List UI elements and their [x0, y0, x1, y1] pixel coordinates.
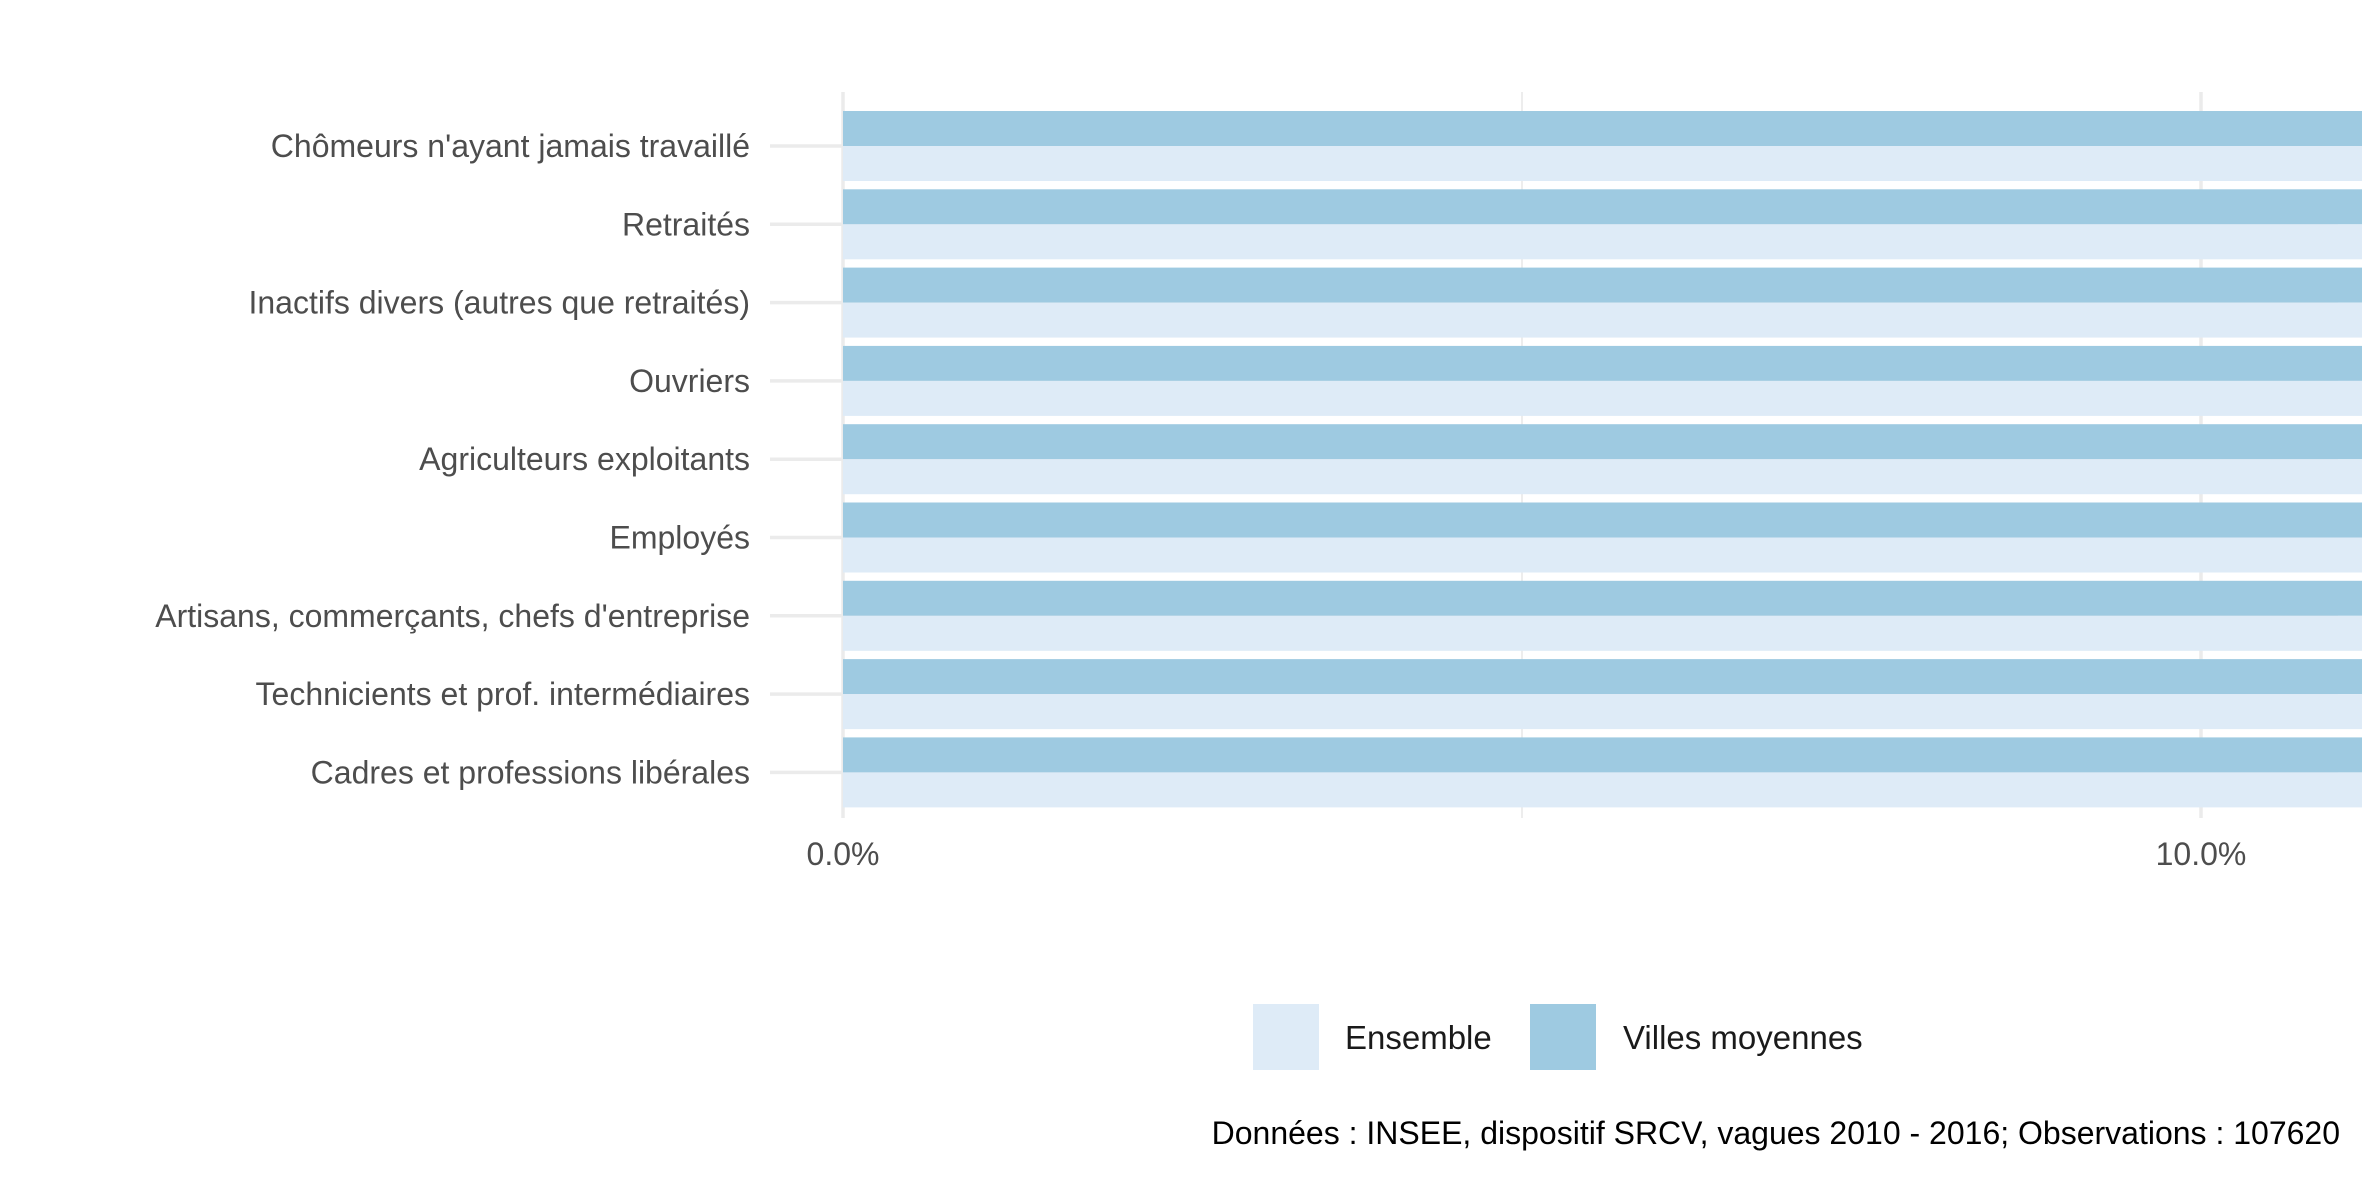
legend-label-villes-moyennes: Villes moyennes: [1623, 1019, 1863, 1056]
bar-villes-moyennes-technicients-et-prof-intermediaires: [843, 659, 2362, 695]
category-label-inactifs-divers-autres-que-retraites: Inactifs divers (autres que retraités): [248, 285, 750, 321]
bar-ensemble-cadres-et-professions-liberales: [843, 772, 2362, 808]
category-label-employes: Employés: [610, 520, 751, 556]
bar-ensemble-artisans-commercants-chefs-d-entreprise: [843, 615, 2362, 651]
bar-villes-moyennes-retraites: [843, 189, 2362, 225]
category-label-agriculteurs-exploitants: Agriculteurs exploitants: [419, 441, 750, 477]
category-label-artisans-commercants-chefs-d-entreprise: Artisans, commerçants, chefs d'entrepris…: [155, 598, 750, 634]
legend-label-ensemble: Ensemble: [1345, 1019, 1492, 1056]
bar-ensemble-ouvriers: [843, 380, 2362, 416]
category-label-chomeurs-n-ayant-jamais-travaille: Chômeurs n'ayant jamais travaillé: [271, 128, 750, 164]
bar-ensemble-technicients-et-prof-intermediaires: [843, 694, 2362, 730]
category-labels: Chômeurs n'ayant jamais travaillé Retrait…: [155, 128, 750, 790]
category-label-ouvriers: Ouvriers: [629, 363, 750, 399]
category-label-cadres-et-professions-liberales: Cadres et professions libérales: [311, 754, 750, 790]
category-label-retraites: Retraités: [622, 206, 750, 242]
x-tick-label-0: 0.0%: [807, 836, 880, 872]
bar-villes-moyennes-ouvriers: [843, 345, 2362, 381]
bar-ensemble-agriculteurs-exploitants: [843, 459, 2362, 495]
legend-swatch-villes-moyennes: [1530, 1004, 1596, 1070]
x-tick-label-10: 10.0%: [2156, 836, 2247, 872]
bars: [843, 111, 2362, 808]
bar-ensemble-inactifs-divers-autres-que-retraites: [843, 302, 2362, 338]
bar-ensemble-retraites: [843, 224, 2362, 260]
legend: Ensemble Villes moyennes: [1253, 1004, 1863, 1070]
bar-villes-moyennes-chomeurs-n-ayant-jamais-travaille: [843, 111, 2362, 146]
bar-ensemble-chomeurs-n-ayant-jamais-travaille: [843, 146, 2362, 181]
bar-villes-moyennes-employes: [843, 502, 2362, 538]
x-axis-tick-labels: 0.0%10.0%20.0%30.0%40.0%50.0%: [807, 836, 2247, 872]
bar-villes-moyennes-agriculteurs-exploitants: [843, 424, 2362, 460]
bar-villes-moyennes-artisans-commercants-chefs-d-entreprise: [843, 580, 2362, 616]
bar-villes-moyennes-cadres-et-professions-liberales: [843, 737, 2362, 773]
bar-ensemble-employes: [843, 537, 2362, 573]
category-label-technicients-et-prof-intermediaires: Technicients et prof. intermédiaires: [256, 676, 750, 712]
legend-swatch-ensemble: [1253, 1004, 1319, 1070]
bar-villes-moyennes-inactifs-divers-autres-que-retraites: [843, 267, 2362, 303]
chart-caption: Données : INSEE, dispositif SRCV, vagues…: [1212, 1115, 2340, 1151]
